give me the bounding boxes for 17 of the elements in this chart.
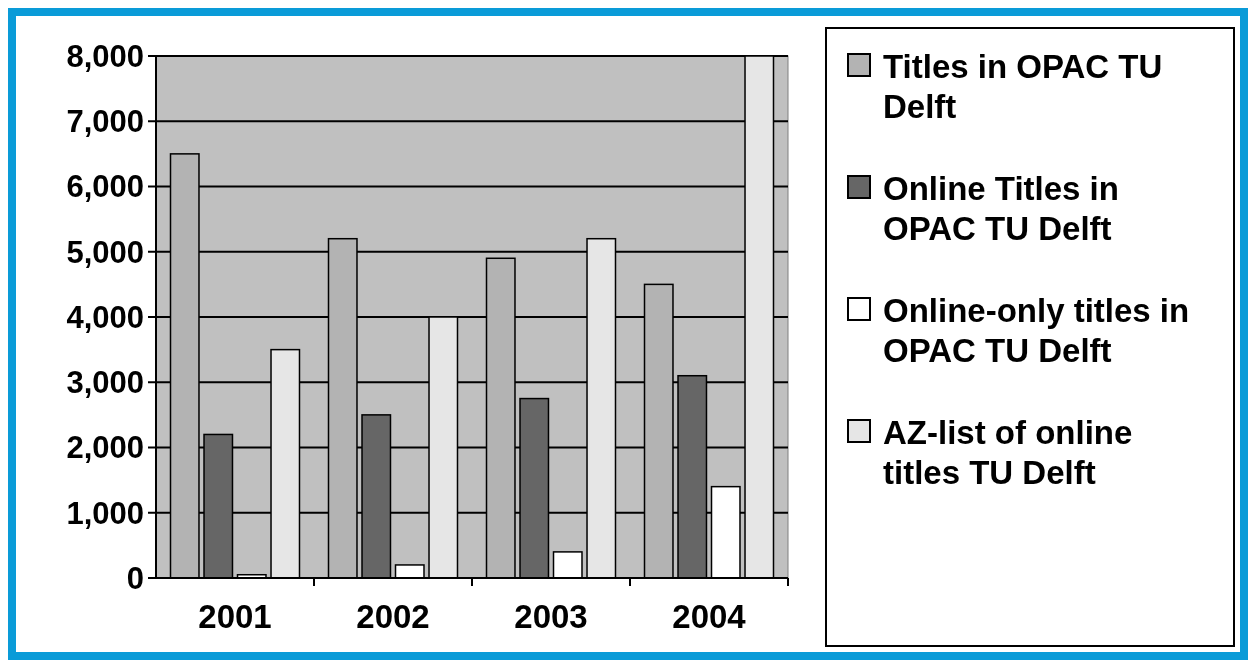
x-tick-label: 2002	[356, 598, 430, 635]
y-tick-label: 3,000	[66, 365, 144, 401]
y-tick-label: 2,000	[66, 430, 144, 466]
y-tick-label: 4,000	[66, 299, 144, 335]
legend-label: Titles in OPAC TU Delft	[883, 48, 1163, 125]
legend-label: AZ-list of online titles TU Delft	[883, 414, 1133, 491]
y-tick-label: 1,000	[66, 495, 144, 531]
x-tick-label: 2003	[514, 598, 588, 635]
y-tick-label: 5,000	[66, 234, 144, 270]
y-tick-label: 6,000	[66, 169, 144, 205]
y-tick-label: 8,000	[66, 38, 144, 74]
legend-label: Online Titles in OPAC TU Delft	[883, 170, 1119, 247]
y-tick-label: 7,000	[66, 104, 144, 140]
x-tick-label: 2001	[198, 598, 272, 635]
x-tick-label: 2004	[672, 598, 747, 635]
legend-label: Online-only titles in OPAC TU Delft	[883, 292, 1190, 369]
y-tick-label: 0	[126, 560, 144, 596]
